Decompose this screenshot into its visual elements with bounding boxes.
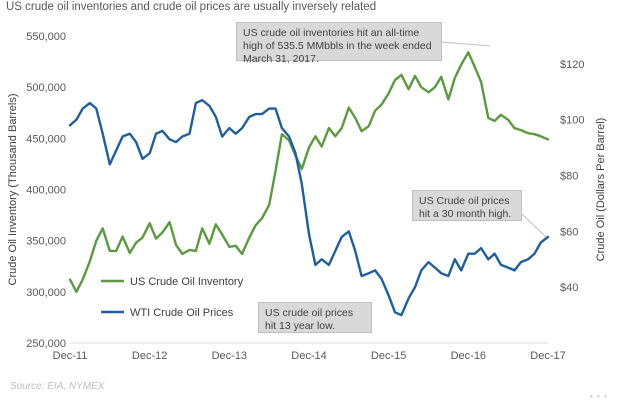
series-line-inventory: [68, 51, 550, 293]
source-note: Source: EIA, NYMEX: [10, 381, 105, 392]
y-tick-label: 400,000: [26, 185, 66, 197]
x-tick-label: Dec-14: [291, 350, 326, 362]
x-tick-label: Dec-16: [451, 350, 486, 362]
inventory-high-callout: US crude oil inventories hit an all-time…: [236, 22, 442, 65]
price-high-callout: US Crude oil prices hit a 30 month high.: [412, 190, 522, 221]
callout-pointer: [441, 41, 491, 47]
legend: US Crude Oil Inventory WTI Crude Oil Pric…: [101, 276, 244, 319]
x-tick-label: Dec-15: [371, 350, 406, 362]
legend-label: US Crude Oil Inventory: [130, 276, 244, 288]
legend-label: WTI Crude Oil Prices: [130, 307, 234, 319]
corner-mark: • • •: [590, 392, 608, 401]
x-tick-label: Dec-12: [132, 350, 167, 362]
series-line-wti-price: [68, 99, 550, 317]
x-tick-label: Dec-13: [212, 350, 247, 362]
y-tick-label: 350,000: [26, 236, 66, 248]
series-layer: [68, 51, 550, 317]
y-tick-label: 450,000: [26, 133, 66, 145]
axes-layer: Dec-11 Dec-12 Dec-13 Dec-14 Dec-15 Dec-16 Dec-…: [7, 31, 607, 362]
y2-tick-label: $60: [560, 226, 578, 238]
chart-title: US crude oil inventories and crude oil p…: [6, 1, 377, 13]
y2-tick-label: $120: [560, 59, 584, 71]
y-tick-label: 500,000: [26, 82, 66, 94]
y2-tick-label: $100: [560, 115, 584, 127]
price-low-callout: US crude oil prices hit 13 year low.: [258, 302, 372, 333]
x-tick-label: Dec-11: [53, 350, 88, 362]
x-tick-label: Dec-17: [530, 350, 565, 362]
y2-tick-label: $40: [560, 282, 578, 294]
callout-pointer: [521, 213, 547, 238]
y-tick-label: 550,000: [26, 31, 66, 43]
y2-axis-title: Crude Oil (Dollars Per Barrel): [595, 118, 607, 262]
y-axis-title: Crude Oil Inventory (Thousand Barrels): [7, 94, 19, 286]
y-tick-label: 250,000: [26, 338, 66, 350]
y-tick-label: 300,000: [26, 287, 66, 299]
y2-tick-label: $80: [560, 171, 578, 183]
